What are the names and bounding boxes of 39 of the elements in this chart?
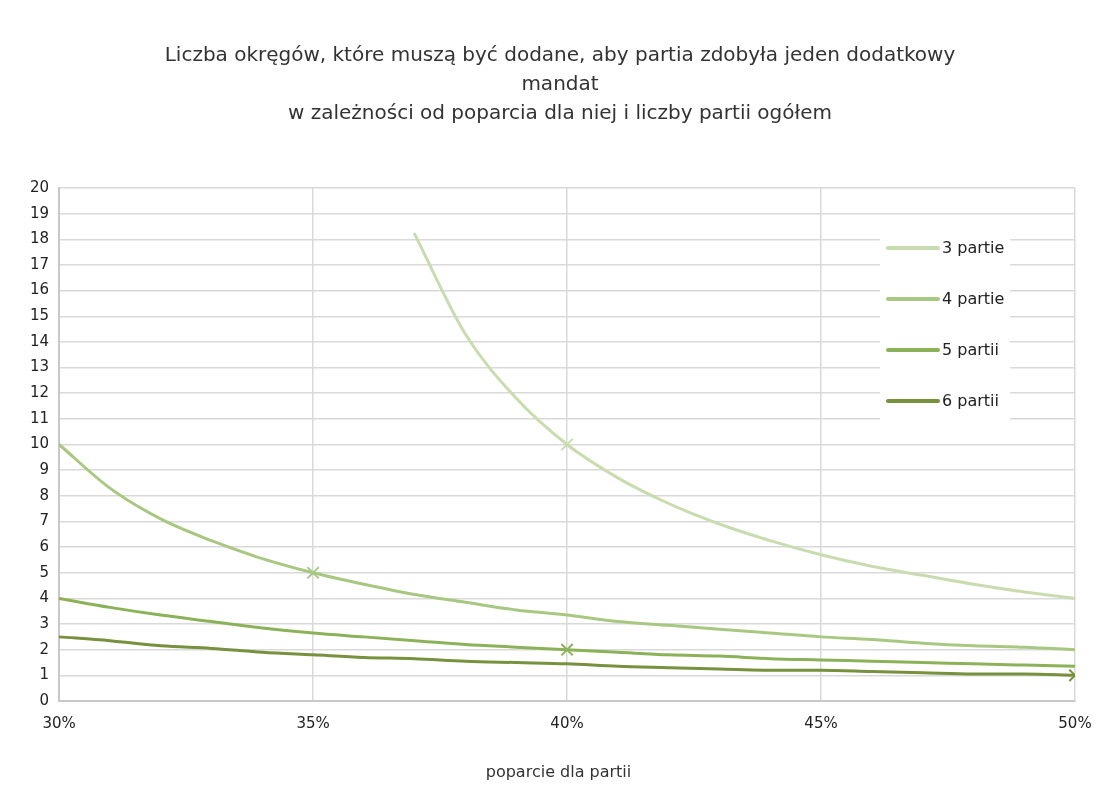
- x-axis-title: poparcie dla partii: [484, 762, 633, 781]
- y-tick-label: 8: [39, 485, 50, 504]
- line-series: [59, 443, 1075, 652]
- y-tick-label: 7: [39, 511, 50, 530]
- y-tick-label: 12: [29, 383, 50, 402]
- line-series: [59, 635, 1075, 677]
- y-tick-label: 17: [29, 254, 50, 273]
- x-tick-label: 30%: [42, 713, 76, 732]
- legend-label: 3 partie: [942, 238, 1005, 257]
- line-series: [413, 232, 1075, 600]
- y-tick-label: 9: [39, 460, 50, 479]
- x-tick-label: 35%: [296, 713, 330, 732]
- y-tick-label: 15: [29, 306, 50, 325]
- y-tick-label: 18: [29, 229, 50, 248]
- y-tick-label: 13: [29, 357, 50, 376]
- y-tick-label: 1: [39, 665, 50, 684]
- line-series: [59, 596, 1075, 668]
- point: [306, 566, 320, 580]
- point: [560, 437, 574, 452]
- y-tick-label: 4: [39, 588, 50, 607]
- y-tick-label: 20: [29, 177, 50, 196]
- y-tick-label: 2: [39, 639, 50, 658]
- y-tick-label: 14: [29, 331, 50, 350]
- x-tick-label: 40%: [550, 713, 584, 732]
- y-tick-label: 6: [39, 536, 50, 555]
- chart-title: Liczba okręgów, które muszą być dodane, aby partia zdobyła jeden dodatkowy mandat w zależności od poparcia dla niej i liczby partii ogółem: [163, 41, 957, 126]
- x-tick-label: 50%: [1058, 713, 1092, 732]
- y-tick-label: 16: [29, 280, 50, 299]
- legend-label: 4 partie: [942, 289, 1005, 308]
- x-tick-label: 45%: [804, 713, 838, 732]
- y-tick-label: 3: [39, 613, 50, 632]
- point: [560, 643, 574, 657]
- legend-label: 6 partii: [942, 391, 999, 410]
- y-tick-label: 5: [39, 562, 50, 581]
- legend-label: 5 partii: [942, 340, 999, 359]
- y-tick-label: 0: [39, 690, 50, 709]
- y-tick-label: 19: [29, 203, 50, 222]
- y-tick-label: 11: [29, 408, 50, 427]
- y-tick-label: 10: [29, 434, 50, 453]
